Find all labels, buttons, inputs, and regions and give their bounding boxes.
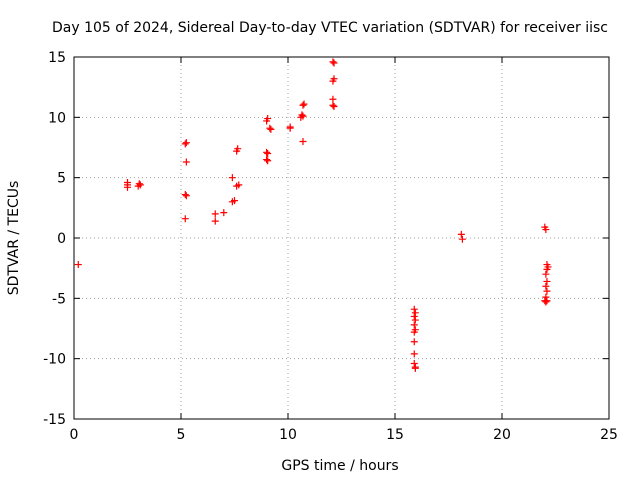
x-tick-label: 5	[177, 427, 186, 443]
data-point	[211, 217, 219, 225]
data-point	[135, 180, 143, 188]
data-point	[299, 137, 307, 145]
data-point	[300, 100, 308, 108]
data-point	[182, 139, 190, 147]
data-point	[124, 178, 131, 186]
data-point	[411, 309, 419, 317]
data-point	[542, 298, 550, 306]
chart-title: Day 105 of 2024, Sidereal Day-to-day VTE…	[52, 20, 608, 36]
y-tick-label: 15	[48, 50, 66, 66]
data-point	[543, 277, 551, 285]
data-point	[330, 102, 338, 110]
data-point	[267, 125, 275, 133]
data-point	[220, 209, 228, 217]
data-point	[228, 174, 236, 182]
data-point	[410, 328, 418, 336]
data-point	[266, 124, 274, 132]
data-point	[543, 287, 551, 295]
data-point	[263, 156, 271, 164]
data-point	[410, 305, 418, 313]
data-point	[234, 145, 242, 153]
x-tick-label: 0	[70, 427, 79, 443]
y-tick-label: -5	[52, 291, 66, 307]
data-point	[329, 58, 337, 66]
data-point	[286, 124, 294, 132]
data-point	[410, 350, 418, 358]
data-point	[330, 75, 338, 83]
data-point	[74, 261, 82, 269]
data-points	[74, 58, 552, 372]
data-point	[181, 191, 189, 199]
y-tick-label: -10	[43, 352, 66, 368]
data-point	[543, 297, 551, 305]
y-tick-label: -15	[43, 412, 66, 428]
y-axis-label: SDTVAR / TECUs	[6, 181, 22, 296]
data-point	[231, 197, 238, 205]
y-tick-label: 0	[57, 231, 66, 247]
y-tick-label: 10	[48, 110, 66, 126]
data-point	[329, 101, 337, 109]
data-point	[299, 101, 307, 109]
x-tick-label: 15	[386, 427, 404, 443]
grid-lines	[74, 57, 609, 419]
axis-ticks	[73, 56, 610, 420]
data-point	[542, 270, 550, 278]
data-point	[136, 181, 144, 189]
data-point	[298, 111, 306, 119]
data-point	[181, 215, 189, 223]
data-point	[458, 235, 466, 243]
data-point	[211, 210, 219, 218]
data-point	[457, 230, 465, 238]
data-point	[410, 359, 418, 367]
x-tick-label: 10	[279, 427, 297, 443]
data-point	[543, 265, 551, 273]
x-tick-label: 20	[493, 427, 511, 443]
data-point	[411, 316, 419, 324]
data-point	[410, 321, 418, 329]
data-point	[181, 140, 189, 148]
y-tick-label: 5	[57, 171, 66, 187]
data-point	[182, 158, 190, 166]
data-point	[330, 59, 338, 67]
data-point	[410, 312, 418, 320]
data-point	[264, 157, 272, 165]
data-point	[329, 95, 337, 103]
data-point	[410, 338, 418, 346]
data-point	[264, 150, 272, 158]
data-point	[411, 364, 419, 372]
data-point	[264, 115, 272, 123]
x-tick-labels: 0 5 10 15 20 25	[70, 427, 618, 443]
data-point	[235, 181, 243, 189]
data-point	[299, 112, 307, 120]
data-point	[263, 148, 271, 156]
x-axis-label: GPS time / hours	[281, 458, 398, 474]
data-point	[542, 282, 550, 290]
data-point	[542, 226, 550, 234]
data-point	[182, 192, 190, 200]
y-tick-labels: -15 -10 -5 0 5 10 15	[43, 50, 66, 428]
x-tick-label: 25	[600, 427, 618, 443]
